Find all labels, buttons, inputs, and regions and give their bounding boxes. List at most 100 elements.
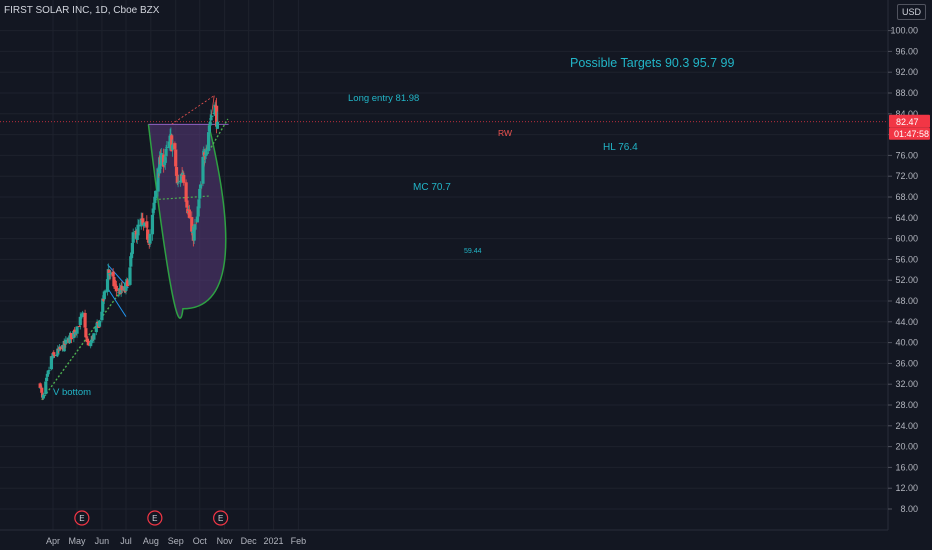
x-tick-label: Jul bbox=[120, 536, 132, 546]
x-tick-label: 2021 bbox=[264, 536, 284, 546]
candle-body bbox=[85, 336, 89, 338]
last-price-badge bbox=[889, 114, 930, 128]
x-tick-label: Dec bbox=[241, 536, 258, 546]
candle-body bbox=[96, 321, 100, 324]
candle-body bbox=[190, 232, 195, 234]
candle-body bbox=[55, 354, 59, 356]
candle-body bbox=[44, 381, 48, 395]
candle-body bbox=[192, 228, 196, 241]
earnings-marker-label: E bbox=[218, 514, 223, 523]
rising-wedge-upper bbox=[171, 95, 215, 125]
candle-body bbox=[181, 172, 185, 177]
candle-body bbox=[89, 342, 93, 347]
candlestick-series bbox=[38, 97, 220, 400]
x-tick-label: Feb bbox=[291, 536, 307, 546]
candle-body bbox=[184, 182, 188, 202]
y-tick-label: 40.00 bbox=[895, 338, 918, 348]
price-axis[interactable]: 100.0096.0092.0088.0084.0080.0076.0072.0… bbox=[887, 0, 932, 550]
candle-body bbox=[102, 291, 106, 300]
y-tick-label: 72.00 bbox=[895, 171, 918, 181]
candle-body bbox=[169, 133, 173, 136]
candle-body bbox=[95, 322, 99, 328]
y-tick-label: 12.00 bbox=[895, 483, 918, 493]
candle-body bbox=[208, 122, 212, 125]
bar-countdown: 01:47:58 bbox=[894, 129, 929, 139]
earnings-marker[interactable] bbox=[213, 510, 229, 526]
chart-grid bbox=[0, 0, 888, 530]
candle-body bbox=[158, 157, 162, 174]
x-tick-label: May bbox=[69, 536, 87, 546]
candle-body bbox=[142, 222, 147, 227]
candle-body bbox=[156, 168, 160, 192]
x-tick-label: Aug bbox=[143, 536, 159, 546]
candle-body bbox=[202, 152, 207, 157]
candle-body bbox=[64, 339, 68, 344]
earnings-marker[interactable] bbox=[147, 510, 163, 526]
candle-body bbox=[201, 156, 205, 184]
candle-body bbox=[175, 174, 179, 184]
candle-body bbox=[207, 125, 211, 132]
candle-body bbox=[176, 182, 180, 184]
candle-body bbox=[179, 174, 183, 183]
candle-body bbox=[129, 252, 134, 258]
y-tick-label: 48.00 bbox=[895, 296, 918, 306]
candle-body bbox=[124, 282, 128, 291]
currency-selector[interactable]: USD bbox=[897, 4, 926, 20]
candle-body bbox=[45, 373, 49, 377]
time-axis[interactable]: Apr May Jun Jul Aug Sep Oct Nov Dec 2021 Feb bbox=[0, 529, 888, 546]
y-tick-label: 76.00 bbox=[895, 150, 918, 160]
candle-body bbox=[168, 135, 172, 144]
candle-body bbox=[101, 298, 106, 301]
candle-body bbox=[197, 199, 201, 209]
candle-body bbox=[107, 269, 111, 273]
y-tick-label: 92.00 bbox=[895, 67, 918, 77]
y-tick-label: 16.00 bbox=[895, 462, 918, 472]
candle-body bbox=[58, 347, 62, 350]
candle-body bbox=[120, 285, 124, 291]
candle-body bbox=[89, 339, 94, 343]
candle-body bbox=[174, 149, 178, 167]
candle-body bbox=[68, 335, 72, 343]
candle-body bbox=[182, 174, 186, 183]
candle-body bbox=[193, 224, 197, 230]
candle-body bbox=[108, 274, 112, 276]
candle-body bbox=[206, 132, 211, 151]
candle-body bbox=[174, 167, 179, 176]
candle-body bbox=[196, 206, 200, 217]
candle-body bbox=[163, 157, 167, 163]
candle-body bbox=[135, 234, 139, 240]
y-tick-label: 56.00 bbox=[895, 254, 918, 264]
y-tick-label: 68.00 bbox=[895, 192, 918, 202]
x-tick-label: Nov bbox=[217, 536, 234, 546]
y-tick-label: 100.00 bbox=[890, 26, 918, 36]
candle-body bbox=[113, 285, 117, 287]
candle-body bbox=[78, 316, 82, 326]
y-tick-label: 24.00 bbox=[895, 421, 918, 431]
candle-body bbox=[62, 340, 66, 352]
candle-body bbox=[84, 328, 88, 338]
annotation-labels: Possible Targets 90.3 95.7 99 Long entry … bbox=[53, 56, 735, 398]
y-tick-label: 8.00 bbox=[900, 504, 918, 514]
candle-body bbox=[77, 326, 82, 328]
candle-body bbox=[198, 188, 202, 199]
candle-body bbox=[137, 224, 141, 226]
candle-body bbox=[106, 269, 110, 280]
candle-body bbox=[111, 271, 115, 277]
candle-body bbox=[130, 242, 134, 254]
earnings-marker[interactable] bbox=[74, 510, 90, 526]
candle-body bbox=[159, 153, 163, 166]
targets-annotation: Possible Targets 90.3 95.7 99 bbox=[570, 56, 735, 70]
candle-body bbox=[49, 356, 53, 370]
y-tick-label: 52.00 bbox=[895, 275, 918, 285]
candle-body bbox=[167, 141, 171, 149]
candle-body bbox=[148, 233, 152, 244]
candle-body bbox=[72, 330, 76, 339]
candle-body bbox=[40, 387, 44, 393]
y-tick-label: 44.00 bbox=[895, 317, 918, 327]
candle-body bbox=[41, 394, 45, 399]
candle-body bbox=[53, 355, 57, 357]
cup-outline bbox=[147, 124, 227, 319]
y-tick-label: 28.00 bbox=[895, 400, 918, 410]
